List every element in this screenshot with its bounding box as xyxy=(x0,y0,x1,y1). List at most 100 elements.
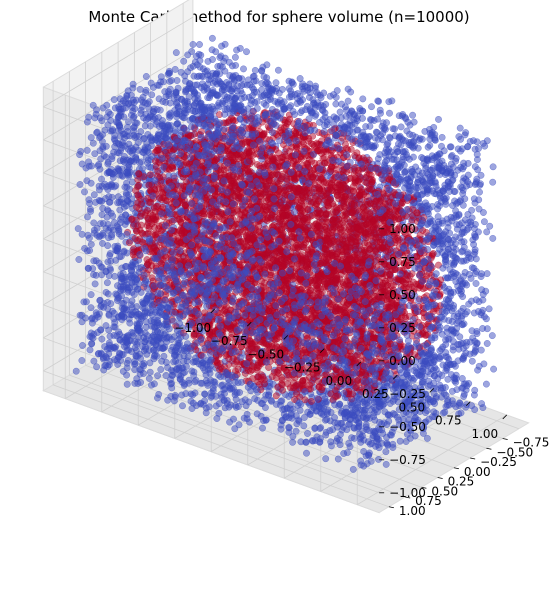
point-outside xyxy=(259,400,266,408)
point-outside xyxy=(180,281,188,289)
point-outside xyxy=(79,342,86,349)
point-outside xyxy=(167,122,175,130)
point-outside xyxy=(133,303,141,311)
point-outside xyxy=(189,41,197,48)
point-outside xyxy=(190,368,198,376)
point-outside xyxy=(131,338,139,346)
point-outside xyxy=(99,131,106,139)
point-outside xyxy=(142,318,150,326)
point-outside xyxy=(125,118,132,126)
point-inside xyxy=(293,390,300,398)
point-outside xyxy=(88,340,96,348)
point-outside xyxy=(179,272,187,280)
point-inside xyxy=(207,211,215,219)
point-outside xyxy=(206,247,214,255)
point-outside xyxy=(178,291,186,299)
point-outside xyxy=(154,394,161,402)
point-outside xyxy=(151,136,159,144)
point-outside xyxy=(179,402,186,410)
point-inside xyxy=(153,147,160,155)
point-outside xyxy=(76,181,84,188)
point-outside xyxy=(122,189,130,197)
point-outside xyxy=(200,246,208,254)
point-inside xyxy=(157,227,165,235)
point-outside xyxy=(181,72,189,80)
point-outside xyxy=(174,348,182,356)
point-outside xyxy=(85,113,93,121)
point-outside xyxy=(295,416,302,424)
point-outside xyxy=(130,158,138,165)
point-outside xyxy=(78,230,86,238)
point-outside xyxy=(95,161,103,168)
point-outside xyxy=(204,57,212,65)
point-outside xyxy=(75,256,83,263)
point-outside xyxy=(140,370,147,377)
point-outside xyxy=(176,262,184,270)
point-outside xyxy=(153,254,161,262)
point-outside xyxy=(192,143,200,151)
point-outside xyxy=(161,222,169,230)
point-inside xyxy=(275,369,282,377)
point-outside xyxy=(180,57,188,65)
point-outside xyxy=(131,257,139,265)
point-outside xyxy=(176,312,183,320)
point-outside xyxy=(171,65,179,73)
point-outside xyxy=(187,123,195,131)
point-outside xyxy=(108,231,116,239)
point-outside xyxy=(185,82,193,90)
point-outside xyxy=(192,402,200,410)
point-outside xyxy=(122,202,130,210)
point-outside xyxy=(83,177,91,185)
point-outside xyxy=(236,389,244,396)
point-inside xyxy=(135,181,143,189)
point-outside xyxy=(193,214,201,222)
point-outside xyxy=(155,95,163,103)
point-outside xyxy=(131,105,139,113)
point-outside xyxy=(226,385,234,393)
point-inside xyxy=(143,222,151,229)
point-outside xyxy=(196,63,204,71)
point-outside xyxy=(199,152,207,160)
point-outside xyxy=(191,223,199,231)
point-outside xyxy=(166,99,174,107)
point-outside xyxy=(135,280,143,288)
point-outside xyxy=(178,391,186,399)
point-outside xyxy=(192,52,200,60)
point-outside xyxy=(88,333,96,341)
point-outside xyxy=(110,96,118,104)
point-outside xyxy=(74,225,82,233)
point-outside xyxy=(169,249,177,257)
point-outside xyxy=(87,134,95,142)
point-outside xyxy=(146,122,154,130)
point-outside xyxy=(349,465,357,473)
point-outside xyxy=(133,119,141,127)
point-inside xyxy=(267,269,275,276)
point-outside xyxy=(153,327,161,335)
point-outside xyxy=(123,230,131,238)
point-outside xyxy=(108,155,116,163)
point-outside xyxy=(182,145,190,153)
point-outside xyxy=(146,368,154,376)
point-outside xyxy=(87,240,95,248)
point-outside xyxy=(114,244,122,252)
point-outside xyxy=(179,364,187,372)
point-outside xyxy=(123,306,131,314)
point-outside xyxy=(326,427,334,435)
point-outside xyxy=(188,241,196,249)
point-outside xyxy=(103,213,111,221)
point-outside xyxy=(83,146,91,154)
point-outside xyxy=(110,323,118,331)
point-outside xyxy=(206,369,214,377)
point-outside xyxy=(187,154,194,162)
point-outside xyxy=(286,401,294,409)
point-outside xyxy=(182,166,190,174)
point-outside xyxy=(91,280,99,288)
point-outside xyxy=(192,376,200,384)
point-outside xyxy=(91,150,99,158)
point-outside xyxy=(211,293,219,300)
point-outside xyxy=(104,207,112,215)
point-outside xyxy=(120,313,128,321)
point-outside xyxy=(129,329,137,337)
point-outside xyxy=(106,250,114,258)
point-outside xyxy=(162,317,170,325)
